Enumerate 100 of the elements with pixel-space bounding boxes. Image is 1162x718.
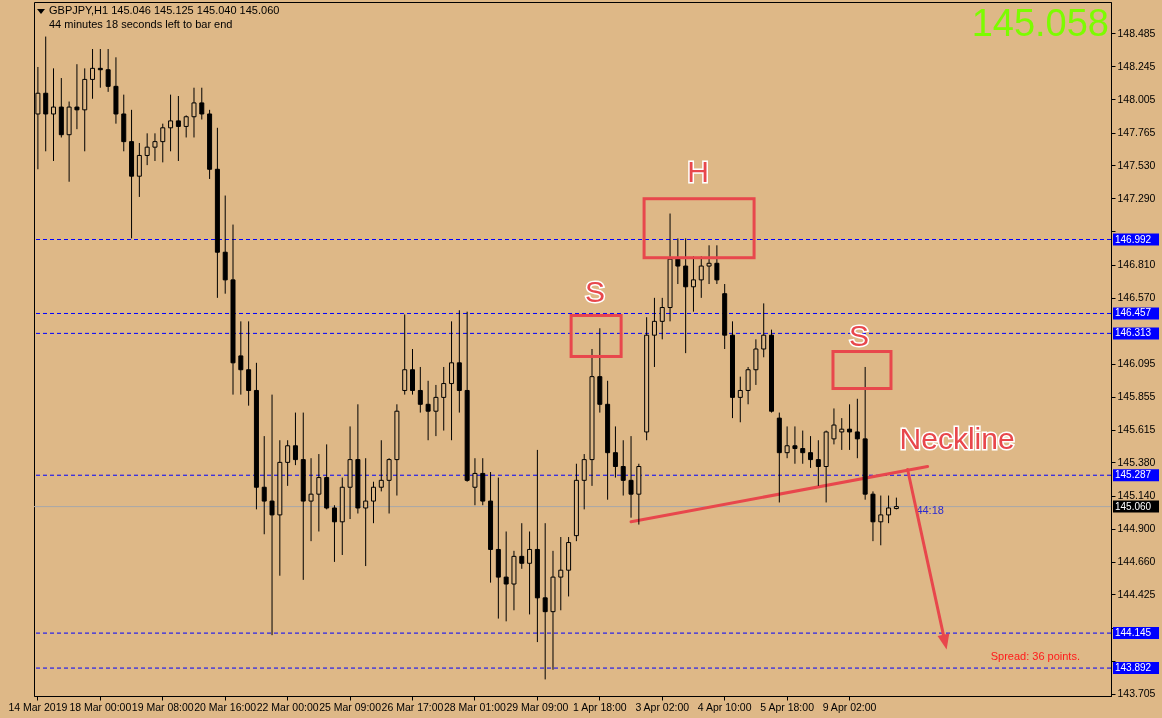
candlestick: [90, 48, 96, 100]
candlestick: [839, 417, 845, 451]
candlestick: [285, 439, 291, 487]
y-tick-label: 145.140: [1117, 489, 1156, 502]
ref-line-label: 145.287: [1115, 469, 1152, 481]
candlestick: [168, 94, 174, 152]
candlestick: [581, 453, 587, 510]
candlestick: [433, 384, 439, 437]
y-tick-label: 148.245: [1117, 59, 1156, 72]
candlestick: [503, 530, 509, 622]
x-tick-label: 18 Mar 00:00: [69, 700, 132, 713]
candlestick: [808, 435, 814, 469]
candlestick: [628, 435, 634, 519]
y-tick-label: 146.095: [1117, 357, 1156, 370]
y-tick-label: 145.380: [1117, 455, 1156, 468]
candlestick: [136, 142, 142, 198]
candlestick: [386, 457, 392, 515]
y-tick-label: 148.485: [1117, 26, 1156, 39]
candlestick: [675, 237, 681, 285]
ref-line-label: 145.060: [1115, 500, 1152, 512]
x-tick-label: 9 Apr 02:00: [822, 700, 877, 713]
candlestick: [714, 244, 720, 285]
candlestick: [737, 376, 743, 423]
candlestick: [659, 297, 665, 340]
x-tick-label: 5 Apr 18:00: [760, 700, 815, 713]
annotation: S: [585, 275, 606, 309]
candlestick: [519, 522, 525, 570]
x-tick-label: 4 Apr 10:00: [697, 700, 752, 713]
candlestick: [51, 67, 57, 162]
candlestick: [363, 457, 369, 567]
candlestick: [706, 244, 712, 285]
candlestick: [417, 366, 423, 414]
candlestick: [43, 36, 49, 152]
candlestick: [449, 320, 455, 441]
candlestick: [316, 453, 322, 532]
annotation: Spread: 36 points.: [990, 650, 1080, 662]
candlestick: [683, 237, 689, 354]
candlestick: [542, 522, 548, 680]
x-tick-label: 20 Mar 16:00: [194, 700, 257, 713]
y-tick-label: 144.425: [1117, 587, 1156, 600]
candlestick: [784, 425, 790, 459]
candlestick: [527, 530, 533, 615]
candlestick: [261, 435, 267, 535]
annotation: H: [687, 154, 709, 188]
x-tick-label: 14 Mar 2019: [8, 700, 68, 713]
candlestick: [331, 504, 337, 563]
candlestick: [292, 412, 298, 466]
ref-line-label: 143.892: [1115, 662, 1152, 674]
candlestick: [472, 457, 478, 506]
y-tick-label: 146.810: [1117, 258, 1156, 271]
candlestick: [105, 48, 111, 93]
candlestick: [792, 425, 798, 465]
text: 44 minutes 18 seconds left to bar end: [49, 18, 233, 30]
candlestick: [144, 132, 150, 166]
y-tick-label: 148.005: [1117, 92, 1156, 105]
y-tick-label: 144.660: [1117, 555, 1156, 568]
candlestick: [402, 313, 408, 396]
x-tick-label: 22 Mar 00:00: [256, 700, 319, 713]
candlestick: [74, 63, 80, 130]
annotation: 145.058: [971, 2, 1109, 44]
x-tick-label: 29 Mar 09:00: [506, 700, 569, 713]
x-tick-label: 26 Mar 17:00: [381, 700, 444, 713]
annotation: S: [848, 318, 869, 352]
y-tick-label: 145.615: [1117, 423, 1156, 436]
x-tick-label: 19 Mar 08:00: [131, 700, 194, 713]
y-tick-label: 147.290: [1117, 191, 1156, 204]
x-tick-label: 25 Mar 09:00: [319, 700, 382, 713]
candlestick: [191, 87, 197, 138]
candlestick: [183, 114, 189, 138]
candlestick: [410, 348, 416, 396]
y-tick-label: 147.765: [1117, 126, 1156, 139]
candlestick: [612, 425, 618, 479]
y-tick-label: 143.705: [1117, 687, 1156, 700]
candlestick: [800, 430, 806, 465]
y-tick-label: 147.530: [1117, 158, 1156, 171]
candlestick: [854, 398, 860, 459]
y-tick-label: 146.570: [1117, 291, 1156, 304]
candlestick: [753, 338, 759, 386]
candlestick: [620, 439, 626, 497]
candlestick: [160, 123, 166, 163]
candlestick: [97, 48, 103, 89]
candlestick: [441, 366, 447, 432]
y-tick-label: 144.900: [1117, 522, 1156, 535]
candlestick: [152, 132, 158, 162]
ref-line-label: 146.457: [1115, 307, 1152, 319]
candlestick: [878, 495, 884, 546]
candlestick: [175, 95, 181, 162]
candlestick: [831, 407, 837, 445]
ref-line-label: 146.992: [1115, 233, 1152, 245]
candlestick: [199, 87, 205, 121]
ref-line-label: 146.313: [1115, 327, 1152, 339]
candlestick: [847, 403, 853, 451]
annotation: 44:18: [916, 503, 944, 516]
candlestick: [370, 481, 376, 524]
x-tick-label: 1 Apr 18:00: [572, 700, 627, 713]
candlestick: [425, 380, 431, 441]
candlestick: [815, 439, 821, 487]
x-tick-label: 3 Apr 02:00: [635, 700, 690, 713]
series-label: Neckline: [899, 421, 1015, 455]
ref-line-label: 144.145: [1115, 627, 1152, 639]
